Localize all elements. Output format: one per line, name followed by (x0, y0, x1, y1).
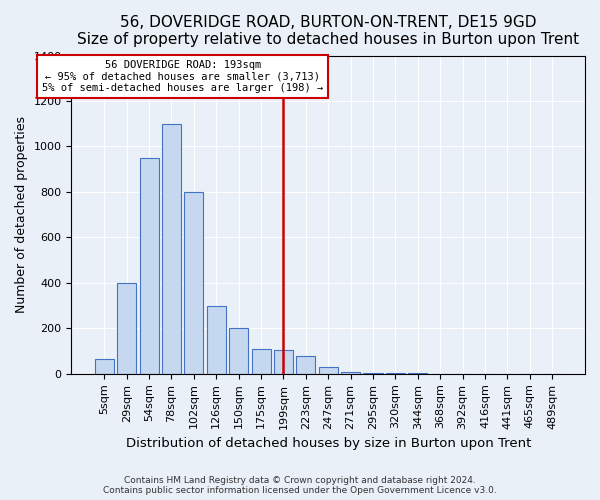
Bar (364, 372, 383, 374)
Bar (274, 350, 293, 374)
Bar (319, 367, 338, 374)
Y-axis label: Number of detached properties: Number of detached properties (15, 116, 28, 313)
Title: 56, DOVERIDGE ROAD, BURTON-ON-TRENT, DE15 9GD
Size of property relative to detac: 56, DOVERIDGE ROAD, BURTON-ON-TRENT, DE1… (77, 15, 579, 48)
Bar (162, 124, 181, 374)
Bar (386, 373, 405, 374)
Bar (117, 283, 136, 374)
Bar (184, 192, 203, 374)
Bar (140, 158, 158, 374)
X-axis label: Distribution of detached houses by size in Burton upon Trent: Distribution of detached houses by size … (125, 437, 531, 450)
Bar (296, 356, 316, 374)
Bar (95, 359, 114, 374)
Text: Contains HM Land Registry data © Crown copyright and database right 2024.
Contai: Contains HM Land Registry data © Crown c… (103, 476, 497, 495)
Bar (229, 328, 248, 374)
Bar (207, 306, 226, 374)
Text: 56 DOVERIDGE ROAD: 193sqm
← 95% of detached houses are smaller (3,713)
5% of sem: 56 DOVERIDGE ROAD: 193sqm ← 95% of detac… (42, 60, 323, 94)
Bar (251, 349, 271, 374)
Bar (341, 372, 360, 374)
